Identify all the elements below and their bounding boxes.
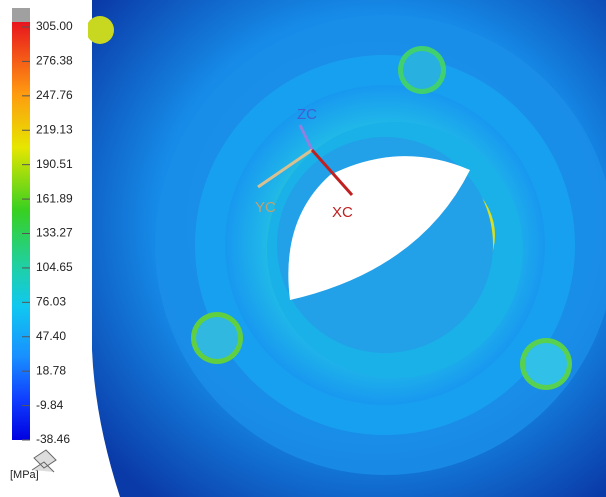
page: ZC YC XC 305.00 276.38 247.76 219.13 190.51 1…: [0, 0, 606, 497]
legend-label: -38.46: [36, 432, 70, 446]
legend-label: 133.27: [36, 226, 73, 240]
legend-label: 47.40: [36, 329, 66, 343]
legend-color-bar: [12, 22, 30, 440]
part-model: [86, 0, 606, 497]
legend-label: 305.00: [36, 19, 73, 33]
legend-overflow-swatch: [12, 8, 30, 22]
legend-label: 76.03: [36, 295, 66, 309]
legend-label: 247.76: [36, 88, 73, 102]
legend-label: 18.78: [36, 363, 66, 377]
legend-label: 219.13: [36, 122, 73, 136]
legend-label: 190.51: [36, 157, 73, 171]
legend-label: 161.89: [36, 191, 73, 205]
fea-viewport: ZC YC XC 305.00 276.38 247.76 219.13 190.51 1…: [0, 0, 606, 497]
triad-y-label: YC: [255, 199, 276, 216]
triad-x-label: XC: [332, 204, 353, 221]
legend-label: -9.84: [36, 398, 64, 412]
triad-z-label: ZC: [297, 106, 317, 123]
legend-unit: [MPa]: [10, 469, 39, 481]
legend-label: 104.65: [36, 260, 73, 274]
legend-label: 276.38: [36, 54, 73, 68]
